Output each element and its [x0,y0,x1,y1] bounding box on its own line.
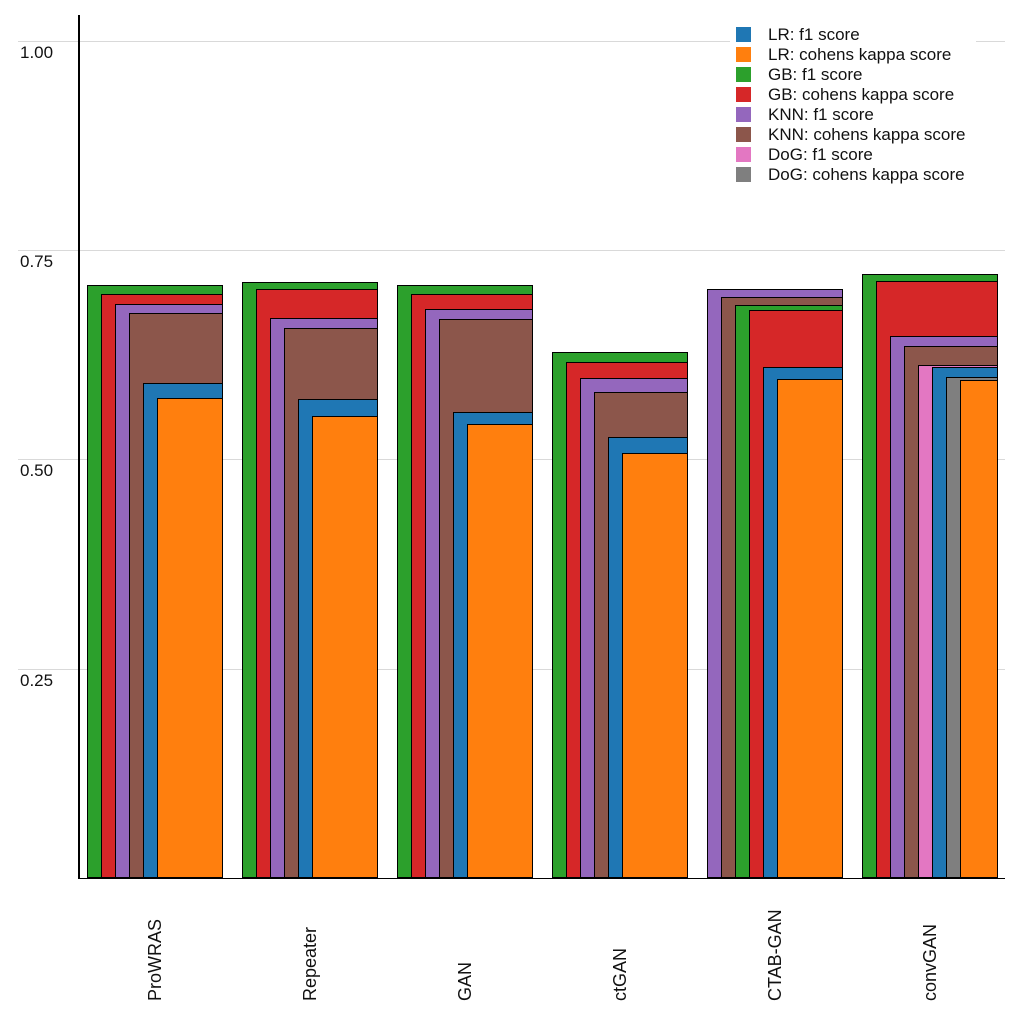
legend-label: DoG: f1 score [768,144,873,164]
y-axis-line [78,15,80,879]
legend-label: KNN: f1 score [768,104,874,124]
y-tick-label: 0.75 [20,252,54,272]
legend-swatch-icon [736,26,751,42]
legend-swatch-icon [736,46,751,62]
x-category-label-prowras: ProWRAS [145,918,165,1001]
x-axis-line [78,877,1005,879]
legend-swatch-icon [736,126,751,142]
y-tick-label: 1.00 [20,42,54,62]
legend-label: KNN: cohens kappa score [768,124,966,144]
legend-item: KNN: cohens kappa score [736,124,966,144]
legend-label: GB: cohens kappa score [768,84,955,104]
legend-item: DoG: f1 score [736,144,966,164]
legend-item: LR: f1 score [736,24,966,44]
bar-ctGAN-lr-cohens-kappa-score [622,452,688,878]
legend-item: LR: cohens kappa score [736,44,966,64]
legend-label: GB: f1 score [768,64,863,84]
x-category-label-ctgan: ctGAN [610,947,630,1001]
legend-swatch-icon [736,166,751,182]
bar-GAN-lr-cohens-kappa-score [467,424,533,878]
legend-label: LR: f1 score [768,24,860,44]
legend-item: KNN: f1 score [736,104,966,124]
legend-swatch-icon [736,66,751,82]
y-tick-label: 0.50 [20,461,54,481]
legend-swatch-icon [736,86,751,102]
legend-swatch-icon [736,106,751,122]
bar-Repeater-lr-cohens-kappa-score [312,415,378,878]
legend-item: GB: f1 score [736,64,966,84]
bar-CTAB-GAN-lr-cohens-kappa-score [777,379,843,878]
x-category-label-gan: GAN [455,961,475,1001]
x-category-label-repeater: Repeater [300,926,320,1001]
x-category-label-ctab-gan: CTAB-GAN [765,909,785,1001]
bar-ProWRAS-lr-cohens-kappa-score [157,398,223,878]
legend-label: DoG: cohens kappa score [768,164,965,184]
legend-swatch-icon [736,146,751,162]
gridline-0.75 [18,250,1005,252]
gridline-1.00 [18,40,1005,42]
legend-item: DoG: cohens kappa score [736,164,966,184]
bar-convGAN-lr-cohens-kappa-score [960,379,998,878]
y-tick-label: 0.25 [20,670,54,690]
legend-item: GB: cohens kappa score [736,84,966,104]
legend: LR: f1 score LR: cohens kappa score GB: f1… [730,20,976,188]
legend-label: LR: cohens kappa score [768,44,952,64]
x-category-label-convgan: convGAN [920,923,940,1001]
